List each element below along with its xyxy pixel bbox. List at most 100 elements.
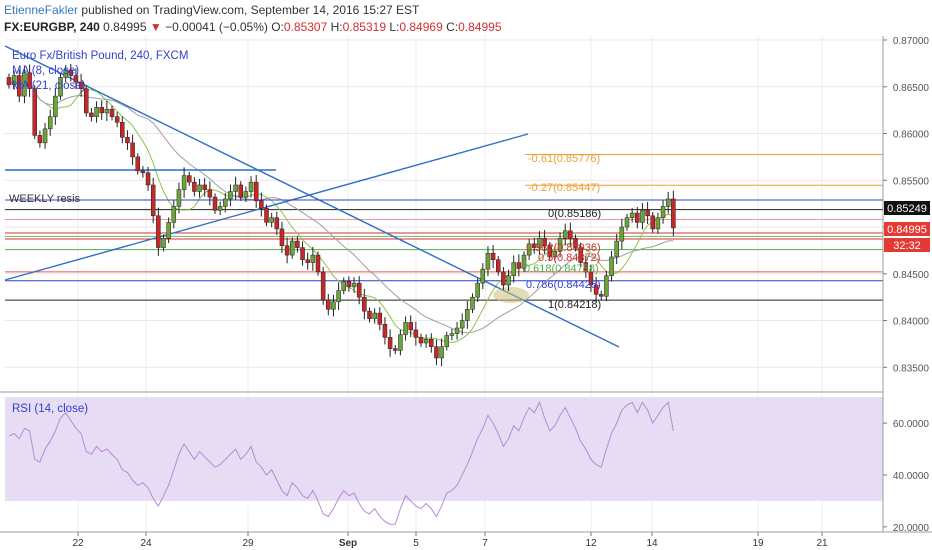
legend-ma8: MA (8, close) [12, 65, 79, 77]
ma21-line [8, 79, 674, 334]
candle-bull [459, 320, 465, 329]
weekly-resis-label: WEEKLY resis [9, 193, 81, 205]
open-label: O: [271, 20, 284, 34]
candle-bear [295, 240, 300, 248]
price-axis[interactable] [883, 36, 932, 532]
candle-bear [259, 200, 264, 209]
candle-bull [248, 181, 254, 192]
candle-bear [300, 247, 305, 261]
candle-bear [588, 271, 594, 286]
candle-bull [470, 296, 475, 310]
candle-bull [290, 240, 295, 256]
candle-bull [310, 254, 316, 263]
candle-bear [84, 88, 89, 114]
candle-bull [176, 189, 182, 207]
candle-bull [480, 268, 486, 284]
rsi-line [8, 401, 674, 525]
highlight-ellipse [493, 287, 529, 303]
candle-bull [171, 206, 177, 223]
candle-bull [269, 217, 274, 223]
candle-bear [145, 172, 151, 186]
candle-bull [341, 281, 346, 291]
candle-bull [439, 346, 444, 359]
candle-bull [372, 312, 377, 319]
rsi-tick-label: 40.0000 [893, 471, 930, 482]
candle-bull [53, 95, 58, 117]
candle-bear [6, 77, 12, 86]
candle-bull [161, 237, 166, 248]
candle-bear [367, 310, 372, 319]
candle-bull [233, 184, 238, 192]
candle-bear [68, 69, 74, 76]
candle-bull [228, 191, 233, 200]
rsi-tick-label: 20.0000 [893, 523, 930, 534]
legend: Euro Fx/British Pound, 240, FXCM MA (8, … [12, 50, 188, 415]
candle-bear [89, 112, 94, 117]
rsi-panel [8, 401, 674, 525]
fib-label-0618: 0.618(0.84758) [524, 263, 599, 275]
candle-bull [665, 198, 671, 207]
candle-bear [382, 324, 388, 338]
price-change: −0.00041 (−0.05%) [165, 20, 268, 34]
ohlc-line: FX:EURGBP, 240 0.84995 ▼ −0.00041 (−0.05… [4, 20, 502, 34]
candle-bear [429, 338, 434, 347]
candle-bull [475, 282, 480, 298]
fib-label-n027: -0.27(0.85447) [528, 182, 600, 194]
author-link[interactable]: EtienneFakler [4, 3, 79, 17]
candle-bull [166, 222, 171, 239]
candle-bull [22, 72, 27, 97]
candle-bull [217, 206, 223, 211]
candle-bear [207, 189, 213, 198]
fib-label-0382: 0.382(0.84936) [526, 242, 601, 254]
candle-bear [532, 243, 537, 248]
candle-bull [629, 212, 635, 218]
time-tick-label: 7 [482, 538, 488, 549]
candle-bear [496, 259, 501, 273]
fib-label-n061: -0.61(0.85776) [528, 153, 600, 165]
fib-label-05: 0.5(0.84872) [538, 252, 600, 264]
close-label: C: [446, 20, 459, 34]
price-chart[interactable]: -0.61(0.85776) -0.27(0.85447) 0(0.85186)… [0, 36, 932, 550]
candle-bear [413, 329, 419, 338]
price-tick-label: 0.83500 [893, 363, 930, 374]
candle-bear [192, 181, 197, 192]
price-tick-label: 0.85500 [893, 176, 930, 187]
candle-bear [671, 198, 676, 229]
price-tick-label: 0.84000 [893, 317, 930, 328]
candle-bear [320, 271, 326, 301]
price-tick-label: 0.84500 [893, 270, 930, 281]
time-tick-label: Sep [339, 538, 357, 549]
candle-bull [614, 240, 619, 258]
candle-bear [583, 262, 589, 273]
time-tick-label: 29 [242, 538, 254, 549]
candle-bear [305, 259, 310, 263]
time-tick-label: 14 [646, 538, 658, 549]
candle-bull [655, 217, 661, 230]
price-tag-last-text: 0.84995 [887, 224, 927, 236]
candle-bull [521, 254, 527, 269]
candle-bear [140, 170, 146, 174]
candle-bear [253, 181, 259, 202]
candle-bear [645, 209, 650, 217]
candle-bear [187, 175, 192, 183]
candle-bull [506, 275, 511, 286]
legend-ma21: MA (21, close) [12, 80, 86, 92]
rsi-band [5, 397, 883, 501]
fib-label-0786: 0.786(0.84425) [526, 279, 601, 291]
candle-bear [99, 107, 104, 114]
candle-bear [109, 108, 115, 117]
time-tick-label: 22 [72, 538, 84, 549]
fib-labels: -0.61(0.85776) -0.27(0.85447) 0(0.85186)… [9, 153, 601, 311]
candle-bear [434, 346, 439, 359]
candle-bear [542, 237, 547, 246]
fib-label-1: 1(0.84218) [548, 299, 601, 311]
candle-bull [619, 226, 625, 242]
moving-averages [8, 79, 674, 344]
candle-bear [635, 212, 640, 223]
candle-bull [604, 275, 609, 297]
price-tag-timer: 32:32 [884, 238, 930, 252]
candle-bear [315, 254, 321, 273]
time-axis-ticks: 22 24 29 Sep 5 7 12 14 19 21 [72, 532, 828, 549]
candle-bull [94, 107, 99, 117]
legend-title: Euro Fx/British Pound, 240, FXCM [12, 50, 188, 62]
